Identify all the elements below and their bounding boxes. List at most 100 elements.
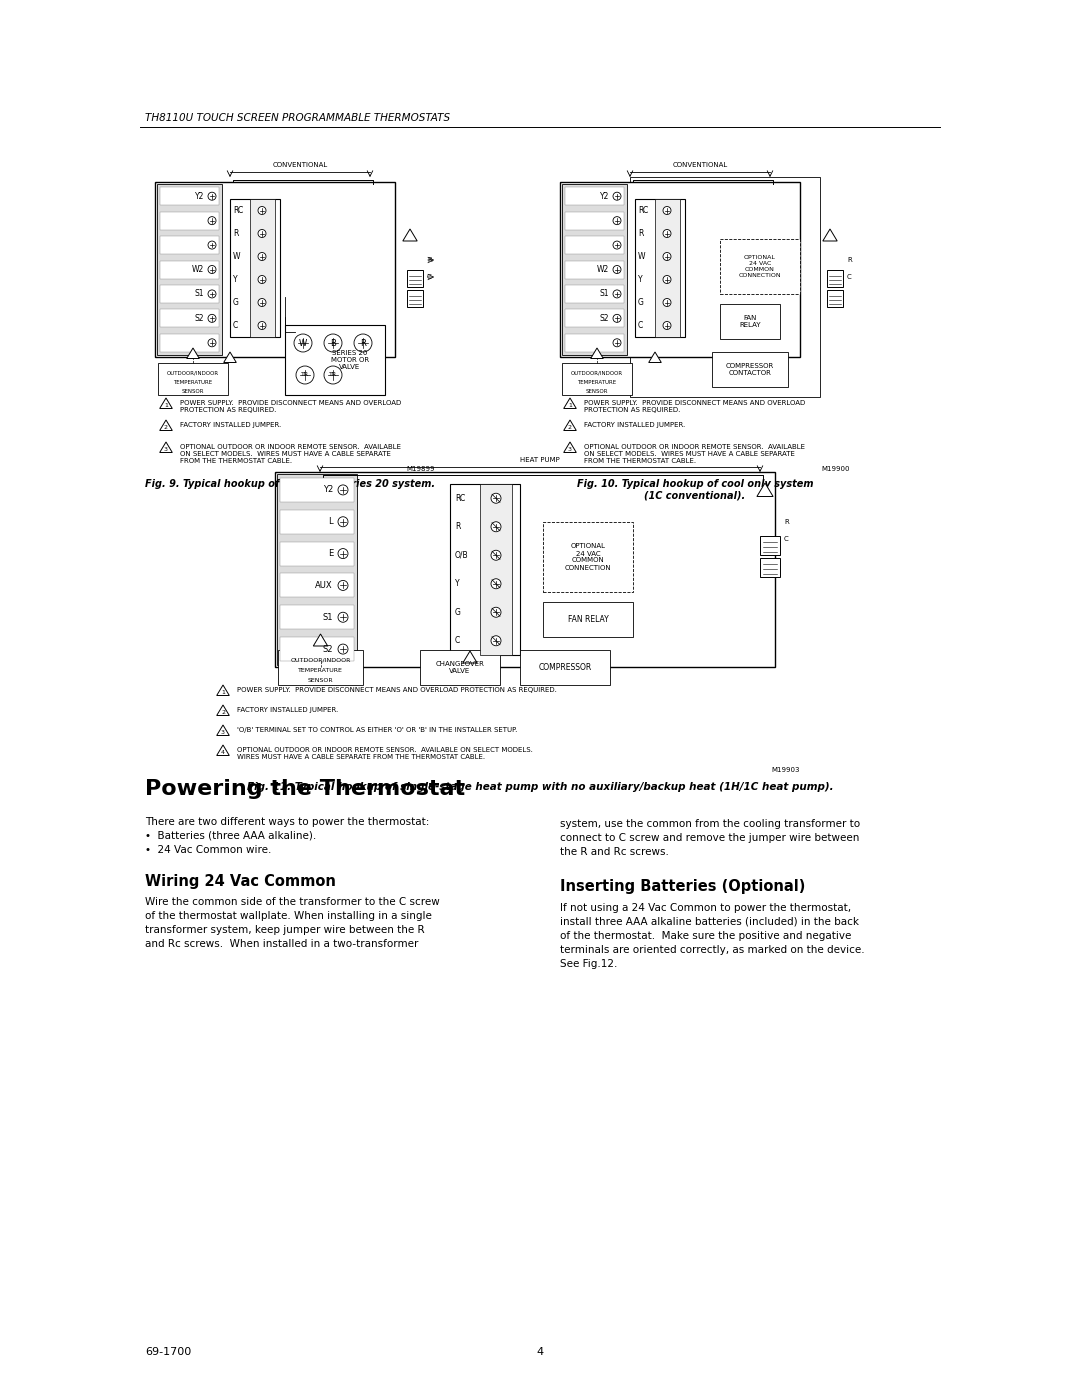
Bar <box>562 184 627 355</box>
Text: G: G <box>233 298 239 307</box>
Circle shape <box>208 339 216 346</box>
Text: S2: S2 <box>323 644 333 654</box>
Polygon shape <box>187 348 200 359</box>
Text: Fig. 9. Typical hookup of heat only Series 20 system.: Fig. 9. Typical hookup of heat only Seri… <box>145 479 435 489</box>
Circle shape <box>324 334 342 352</box>
Text: C: C <box>784 536 788 542</box>
Bar <box>827 291 843 307</box>
Circle shape <box>294 334 312 352</box>
Text: E: E <box>327 549 333 557</box>
Text: W: W <box>233 251 241 261</box>
Text: TR: TR <box>329 373 337 377</box>
Text: OPTIONAL
24 VAC
COMMON
CONNECTION: OPTIONAL 24 VAC COMMON CONNECTION <box>739 256 781 278</box>
Text: Inserting Batteries (Optional): Inserting Batteries (Optional) <box>561 879 806 894</box>
Text: If not using a 24 Vac Common to power the thermostat,
install three AAA alkaline: If not using a 24 Vac Common to power th… <box>561 902 865 970</box>
Bar <box>450 483 519 655</box>
Polygon shape <box>313 634 327 645</box>
Bar <box>407 291 423 307</box>
Polygon shape <box>649 352 661 362</box>
Circle shape <box>208 242 216 249</box>
Text: TH8110U TOUCH SCREEN PROGRAMMABLE THERMOSTATS: TH8110U TOUCH SCREEN PROGRAMMABLE THERMO… <box>145 113 450 123</box>
Polygon shape <box>757 483 773 496</box>
Text: 3: 3 <box>568 447 572 453</box>
Bar <box>157 184 222 355</box>
Text: Powering the Thermostat: Powering the Thermostat <box>145 780 465 799</box>
Text: R: R <box>847 257 852 263</box>
Text: RC: RC <box>233 205 243 215</box>
Text: RC: RC <box>455 493 465 503</box>
Bar <box>276 474 357 665</box>
Bar <box>720 239 800 293</box>
Text: Wiring 24 Vac Common: Wiring 24 Vac Common <box>145 875 336 888</box>
Text: M19899: M19899 <box>406 467 435 472</box>
Text: OPTIONAL
24 VAC
COMMON
CONNECTION: OPTIONAL 24 VAC COMMON CONNECTION <box>565 543 611 570</box>
Text: SERIES 20
MOTOR OR
VALVE: SERIES 20 MOTOR OR VALVE <box>330 351 369 370</box>
Text: 1: 1 <box>221 690 225 696</box>
Text: TEMPERATURE: TEMPERATURE <box>578 380 617 384</box>
Text: Y: Y <box>638 275 643 284</box>
Text: OPTIONAL OUTDOOR OR INDOOR REMOTE SENSOR.  AVAILABLE
ON SELECT MODELS.  WIRES MU: OPTIONAL OUTDOOR OR INDOOR REMOTE SENSOR… <box>584 444 805 464</box>
Text: 1: 1 <box>568 404 572 408</box>
Bar <box>565 211 624 229</box>
Polygon shape <box>217 745 229 756</box>
Bar <box>280 605 354 629</box>
Circle shape <box>208 291 216 298</box>
Bar <box>712 352 788 387</box>
Polygon shape <box>160 398 173 408</box>
Circle shape <box>613 291 621 298</box>
Bar <box>280 573 354 598</box>
Bar <box>280 510 354 534</box>
Text: S2: S2 <box>599 314 609 323</box>
Text: 4: 4 <box>221 750 225 756</box>
Polygon shape <box>217 685 229 696</box>
Text: FACTORY INSTALLED JUMPER.: FACTORY INSTALLED JUMPER. <box>584 422 685 427</box>
Polygon shape <box>564 420 577 430</box>
Text: 69-1700: 69-1700 <box>145 1347 191 1356</box>
Bar <box>160 211 219 229</box>
Text: Y: Y <box>233 275 238 284</box>
Circle shape <box>338 612 348 622</box>
Text: W: W <box>299 338 307 348</box>
Text: There are two different ways to power the thermostat:
•  Batteries (three AAA al: There are two different ways to power th… <box>145 817 430 855</box>
Text: G: G <box>455 608 461 616</box>
Circle shape <box>663 207 671 215</box>
Text: system, use the common from the cooling transformer to
connect to C screw and re: system, use the common from the cooling … <box>561 819 860 856</box>
Circle shape <box>354 334 372 352</box>
Text: 2: 2 <box>164 425 168 430</box>
Bar <box>160 236 219 254</box>
Text: S1: S1 <box>194 289 204 299</box>
Text: Wire the common side of the transformer to the C screw
of the thermostat wallpla: Wire the common side of the transformer … <box>145 897 440 949</box>
Bar <box>635 198 685 337</box>
Text: CHANGEOVER
VALVE: CHANGEOVER VALVE <box>435 661 485 673</box>
Bar <box>275 472 775 666</box>
Circle shape <box>338 485 348 495</box>
Bar <box>760 557 780 577</box>
Bar <box>565 285 624 303</box>
Text: CONVENTIONAL: CONVENTIONAL <box>673 162 728 168</box>
Circle shape <box>491 550 501 560</box>
Text: OUTDOOR/INDOOR: OUTDOOR/INDOOR <box>571 370 623 376</box>
Polygon shape <box>217 725 229 735</box>
Bar <box>561 182 800 358</box>
Circle shape <box>208 265 216 274</box>
Polygon shape <box>564 441 577 453</box>
Text: R: R <box>233 229 239 237</box>
Text: OPTIONAL OUTDOOR OR INDOOR REMOTE SENSOR.  AVAILABLE ON SELECT MODELS.
WIRES MUS: OPTIONAL OUTDOOR OR INDOOR REMOTE SENSOR… <box>237 747 532 760</box>
Text: M19900: M19900 <box>822 467 850 472</box>
Text: SENSOR: SENSOR <box>585 388 608 394</box>
Bar <box>407 270 423 286</box>
Bar <box>160 187 219 205</box>
Text: SENSOR: SENSOR <box>181 388 204 394</box>
Bar <box>480 483 512 655</box>
Text: C: C <box>455 636 460 645</box>
Polygon shape <box>823 229 837 242</box>
Text: 1: 1 <box>164 404 167 408</box>
Text: AUX: AUX <box>315 581 333 590</box>
Polygon shape <box>403 229 417 242</box>
Circle shape <box>491 608 501 617</box>
Circle shape <box>338 644 348 654</box>
Text: TEMPERATURE: TEMPERATURE <box>174 380 213 384</box>
Bar <box>160 309 219 327</box>
Text: C: C <box>427 274 432 279</box>
Bar <box>565 260 624 278</box>
